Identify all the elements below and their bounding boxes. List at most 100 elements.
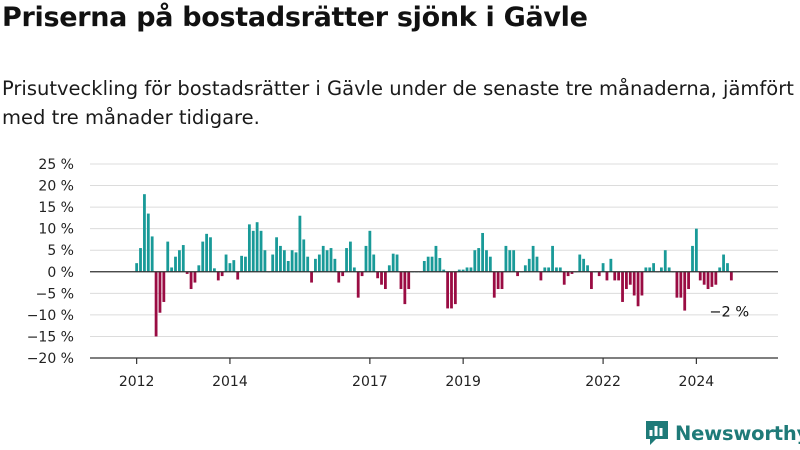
bar xyxy=(453,271,457,305)
bar xyxy=(714,271,718,285)
bar xyxy=(659,267,663,272)
bar xyxy=(407,271,411,290)
bar xyxy=(321,245,325,272)
bar xyxy=(523,265,527,272)
bar xyxy=(512,250,516,272)
bar xyxy=(477,248,481,272)
bar xyxy=(590,271,593,290)
bar xyxy=(205,233,209,272)
bar xyxy=(399,271,403,290)
chart-title: Priserna på bostadsrätter sjönk i Gävle xyxy=(2,2,588,33)
bar xyxy=(628,271,632,285)
bar xyxy=(372,254,376,272)
bar xyxy=(170,267,174,272)
bar xyxy=(356,271,360,298)
bar xyxy=(213,268,216,272)
bar xyxy=(349,241,352,272)
bar xyxy=(691,245,694,272)
bar xyxy=(329,248,333,272)
bar xyxy=(558,267,562,272)
bar xyxy=(302,239,306,272)
bar xyxy=(648,267,652,272)
bar xyxy=(251,230,255,272)
bar xyxy=(209,237,212,272)
bar xyxy=(337,271,341,283)
bar xyxy=(706,271,710,290)
grid-lines xyxy=(90,163,778,359)
bar xyxy=(632,271,636,296)
bar xyxy=(360,271,364,277)
bar xyxy=(481,232,485,272)
bar xyxy=(504,245,508,272)
x-tick-label: 2012 xyxy=(119,374,155,390)
bar xyxy=(143,194,146,272)
bar xyxy=(582,258,586,272)
bar xyxy=(181,245,185,272)
x-tick-label: 2019 xyxy=(445,374,481,390)
bar xyxy=(220,271,224,277)
bar xyxy=(430,256,434,272)
bar xyxy=(438,257,442,272)
bar xyxy=(162,271,166,302)
bar xyxy=(597,271,601,277)
bar xyxy=(644,267,648,272)
bar xyxy=(485,250,488,272)
bar xyxy=(290,250,294,272)
bar xyxy=(135,263,139,272)
bar xyxy=(434,245,438,272)
bar xyxy=(636,271,640,307)
bar xyxy=(446,271,450,309)
bar xyxy=(527,258,531,272)
bar xyxy=(578,254,582,272)
bar xyxy=(158,271,162,313)
bar xyxy=(426,256,430,272)
bar xyxy=(146,213,150,272)
bar xyxy=(279,245,282,272)
bar xyxy=(317,254,321,272)
bar xyxy=(535,256,539,272)
bar xyxy=(516,271,519,277)
bar xyxy=(294,252,298,272)
bar xyxy=(667,267,671,272)
bar xyxy=(391,253,395,272)
bar xyxy=(376,271,380,279)
bar xyxy=(442,269,446,272)
bar xyxy=(193,271,197,283)
bar xyxy=(496,271,500,290)
bar xyxy=(216,271,220,281)
bar xyxy=(609,258,613,272)
bar xyxy=(383,271,387,290)
bar xyxy=(601,263,605,272)
bar xyxy=(710,271,714,287)
bar xyxy=(247,224,251,272)
y-tick-label: 0 % xyxy=(47,265,74,281)
bar xyxy=(314,258,317,272)
bar xyxy=(566,271,570,277)
bar xyxy=(201,241,205,272)
bar xyxy=(652,263,655,272)
bar xyxy=(368,230,372,272)
bar xyxy=(271,254,275,272)
bar xyxy=(282,250,286,272)
y-tick-label: 15 % xyxy=(38,200,74,216)
bar xyxy=(488,256,492,272)
bar xyxy=(236,271,240,280)
bar xyxy=(364,245,368,272)
bar xyxy=(197,265,201,272)
bar xyxy=(224,254,228,272)
bar xyxy=(465,267,469,272)
bar xyxy=(345,248,348,272)
x-tick-label: 2024 xyxy=(679,374,715,390)
bar xyxy=(555,267,558,272)
bar xyxy=(543,267,547,272)
y-tick-label: −20 % xyxy=(27,351,74,367)
y-tick-label: −10 % xyxy=(27,308,74,324)
brand-name: Newsworthy xyxy=(675,421,800,445)
y-tick-label: −15 % xyxy=(27,329,74,345)
bar xyxy=(395,254,399,272)
bar xyxy=(286,261,290,272)
bar xyxy=(605,271,609,281)
bar xyxy=(341,271,345,277)
bar xyxy=(679,271,683,298)
